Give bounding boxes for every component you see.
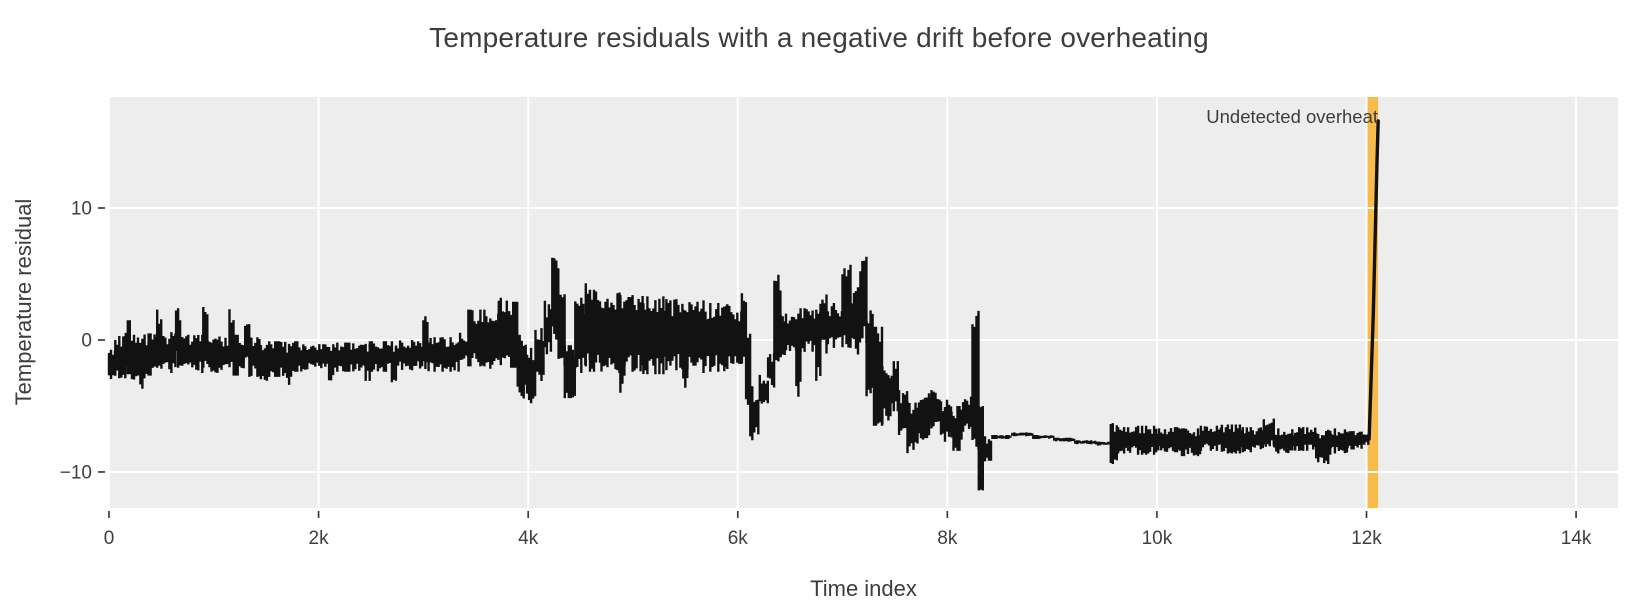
x-tick-label: 8k: [937, 528, 958, 549]
x-axis-title: Time index: [810, 576, 917, 601]
x-tick-label: 0: [104, 528, 115, 549]
residual-series-line: [107, 256, 1370, 491]
overheat-annotation: Undetected overheat: [1206, 106, 1378, 127]
y-tick-label: 10: [71, 198, 92, 219]
x-tick-label: 4k: [518, 528, 539, 549]
x-tick-label: 10k: [1142, 528, 1173, 549]
x-tick-label: 6k: [728, 528, 749, 549]
x-tick-label: 2k: [309, 528, 330, 549]
x-tick-label: 12k: [1351, 528, 1382, 549]
y-tick-label: 0: [81, 330, 92, 351]
chart-title: Temperature residuals with a negative dr…: [429, 22, 1209, 53]
x-tick-label: 14k: [1561, 528, 1592, 549]
overheat-spike-line: [1367, 119, 1380, 441]
y-tick-label: −10: [60, 462, 92, 483]
